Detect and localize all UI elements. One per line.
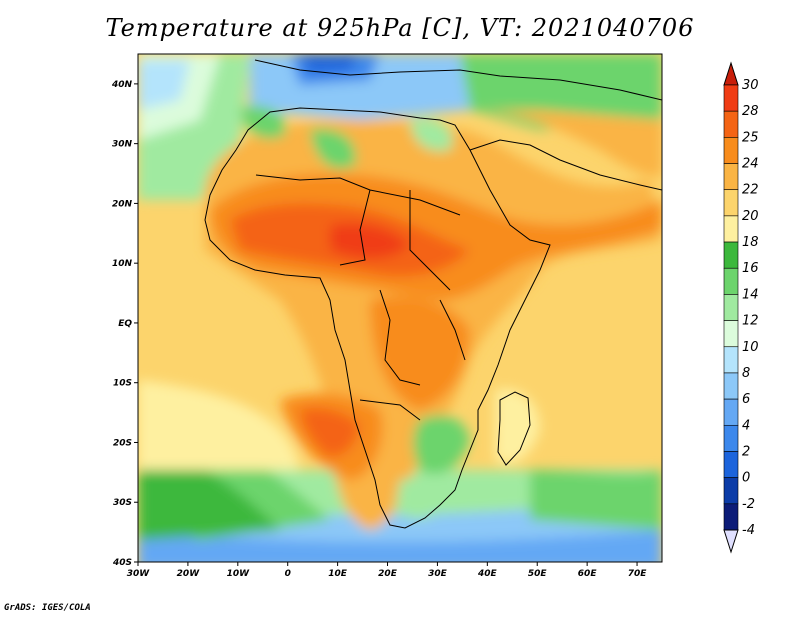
lon-tick-label: 60E xyxy=(578,569,598,579)
colorbar-swatch xyxy=(723,398,739,426)
colorbar-swatch xyxy=(723,137,739,164)
lat-tick-label: 40S xyxy=(112,558,132,568)
colorbar-label: 12 xyxy=(742,314,759,329)
lat-tick-label: 20N xyxy=(112,199,133,209)
colorbar-label: 25 xyxy=(742,130,759,145)
lon-tick-label: 30W xyxy=(127,569,151,579)
colorbar-label: 18 xyxy=(742,235,759,250)
lat-tick-label: EQ xyxy=(118,319,132,329)
colorbar-swatch xyxy=(723,294,739,321)
colorbar-label: 24 xyxy=(742,157,759,172)
latitude-axis: 40N 30N 20N 10N EQ 10S 20S 30S 40S xyxy=(111,80,138,568)
plot-frame xyxy=(137,53,663,563)
colorbar-label: 2 xyxy=(742,444,750,459)
colorbar-label: 30 xyxy=(742,78,759,93)
lon-tick-label: 20W xyxy=(177,569,201,579)
credit-text: GrADS: IGES/COLA xyxy=(4,603,91,613)
colorbar-swatch xyxy=(723,451,739,478)
longitude-axis: 30W 20W 10W 0 10E 20E 30E 40E 50E 60E 70E xyxy=(127,562,647,579)
colorbar-label: 20 xyxy=(742,209,759,224)
colorbar-bottom-arrow xyxy=(723,529,739,554)
colorbar-swatch xyxy=(723,189,739,217)
lon-tick-label: 40E xyxy=(477,569,498,579)
lon-tick-label: 30E xyxy=(428,569,448,579)
lon-tick-label: 50E xyxy=(528,569,548,579)
lon-tick-label: 0 xyxy=(285,569,291,579)
colorbar-swatch xyxy=(723,163,739,191)
colorbar-swatch xyxy=(723,241,739,269)
colorbar-label: 10 xyxy=(742,340,759,355)
lat-tick-label: 30N xyxy=(112,140,133,150)
colorbar-label: 28 xyxy=(742,104,759,119)
lat-tick-label: 40N xyxy=(111,80,133,90)
colorbar-swatch xyxy=(723,424,739,452)
colorbar-label: 16 xyxy=(742,261,759,276)
map-title: Temperature at 925hPa [C], VT: 202104070… xyxy=(105,14,695,42)
lon-tick-label: 70E xyxy=(628,569,648,579)
colorbar-label: 22 xyxy=(742,183,759,198)
lat-tick-label: 20S xyxy=(113,438,132,448)
colorbar-swatch xyxy=(723,110,739,138)
colorbar-swatch xyxy=(723,84,739,112)
colorbar-swatch xyxy=(723,346,739,374)
colorbar-label: -2 xyxy=(742,497,755,512)
colorbar-swatch xyxy=(723,320,739,348)
lat-tick-label: 30S xyxy=(113,498,132,508)
lon-tick-label: 10E xyxy=(328,569,348,579)
coastlines xyxy=(204,59,662,529)
lon-tick-label: 20E xyxy=(378,569,398,579)
colorbar-label: 8 xyxy=(742,366,750,381)
colorbar-swatch xyxy=(723,372,739,400)
colorbar-label: 0 xyxy=(742,471,750,486)
colorbar-label: 6 xyxy=(742,392,750,407)
colorbar-swatch xyxy=(723,477,739,505)
lat-tick-label: 10S xyxy=(113,379,132,389)
colorbar-label: -4 xyxy=(742,523,755,538)
colorbar-swatch xyxy=(723,503,739,531)
temperature-field xyxy=(138,54,662,562)
lon-tick-label: 10W xyxy=(227,569,251,579)
lat-tick-label: 10N xyxy=(112,259,133,269)
colorbar-label: 14 xyxy=(742,287,759,302)
colorbar-top-arrow xyxy=(723,61,739,86)
colorbar-swatch xyxy=(723,215,739,243)
colorbar-swatch xyxy=(723,267,739,295)
colorbar-label: 4 xyxy=(742,418,750,433)
